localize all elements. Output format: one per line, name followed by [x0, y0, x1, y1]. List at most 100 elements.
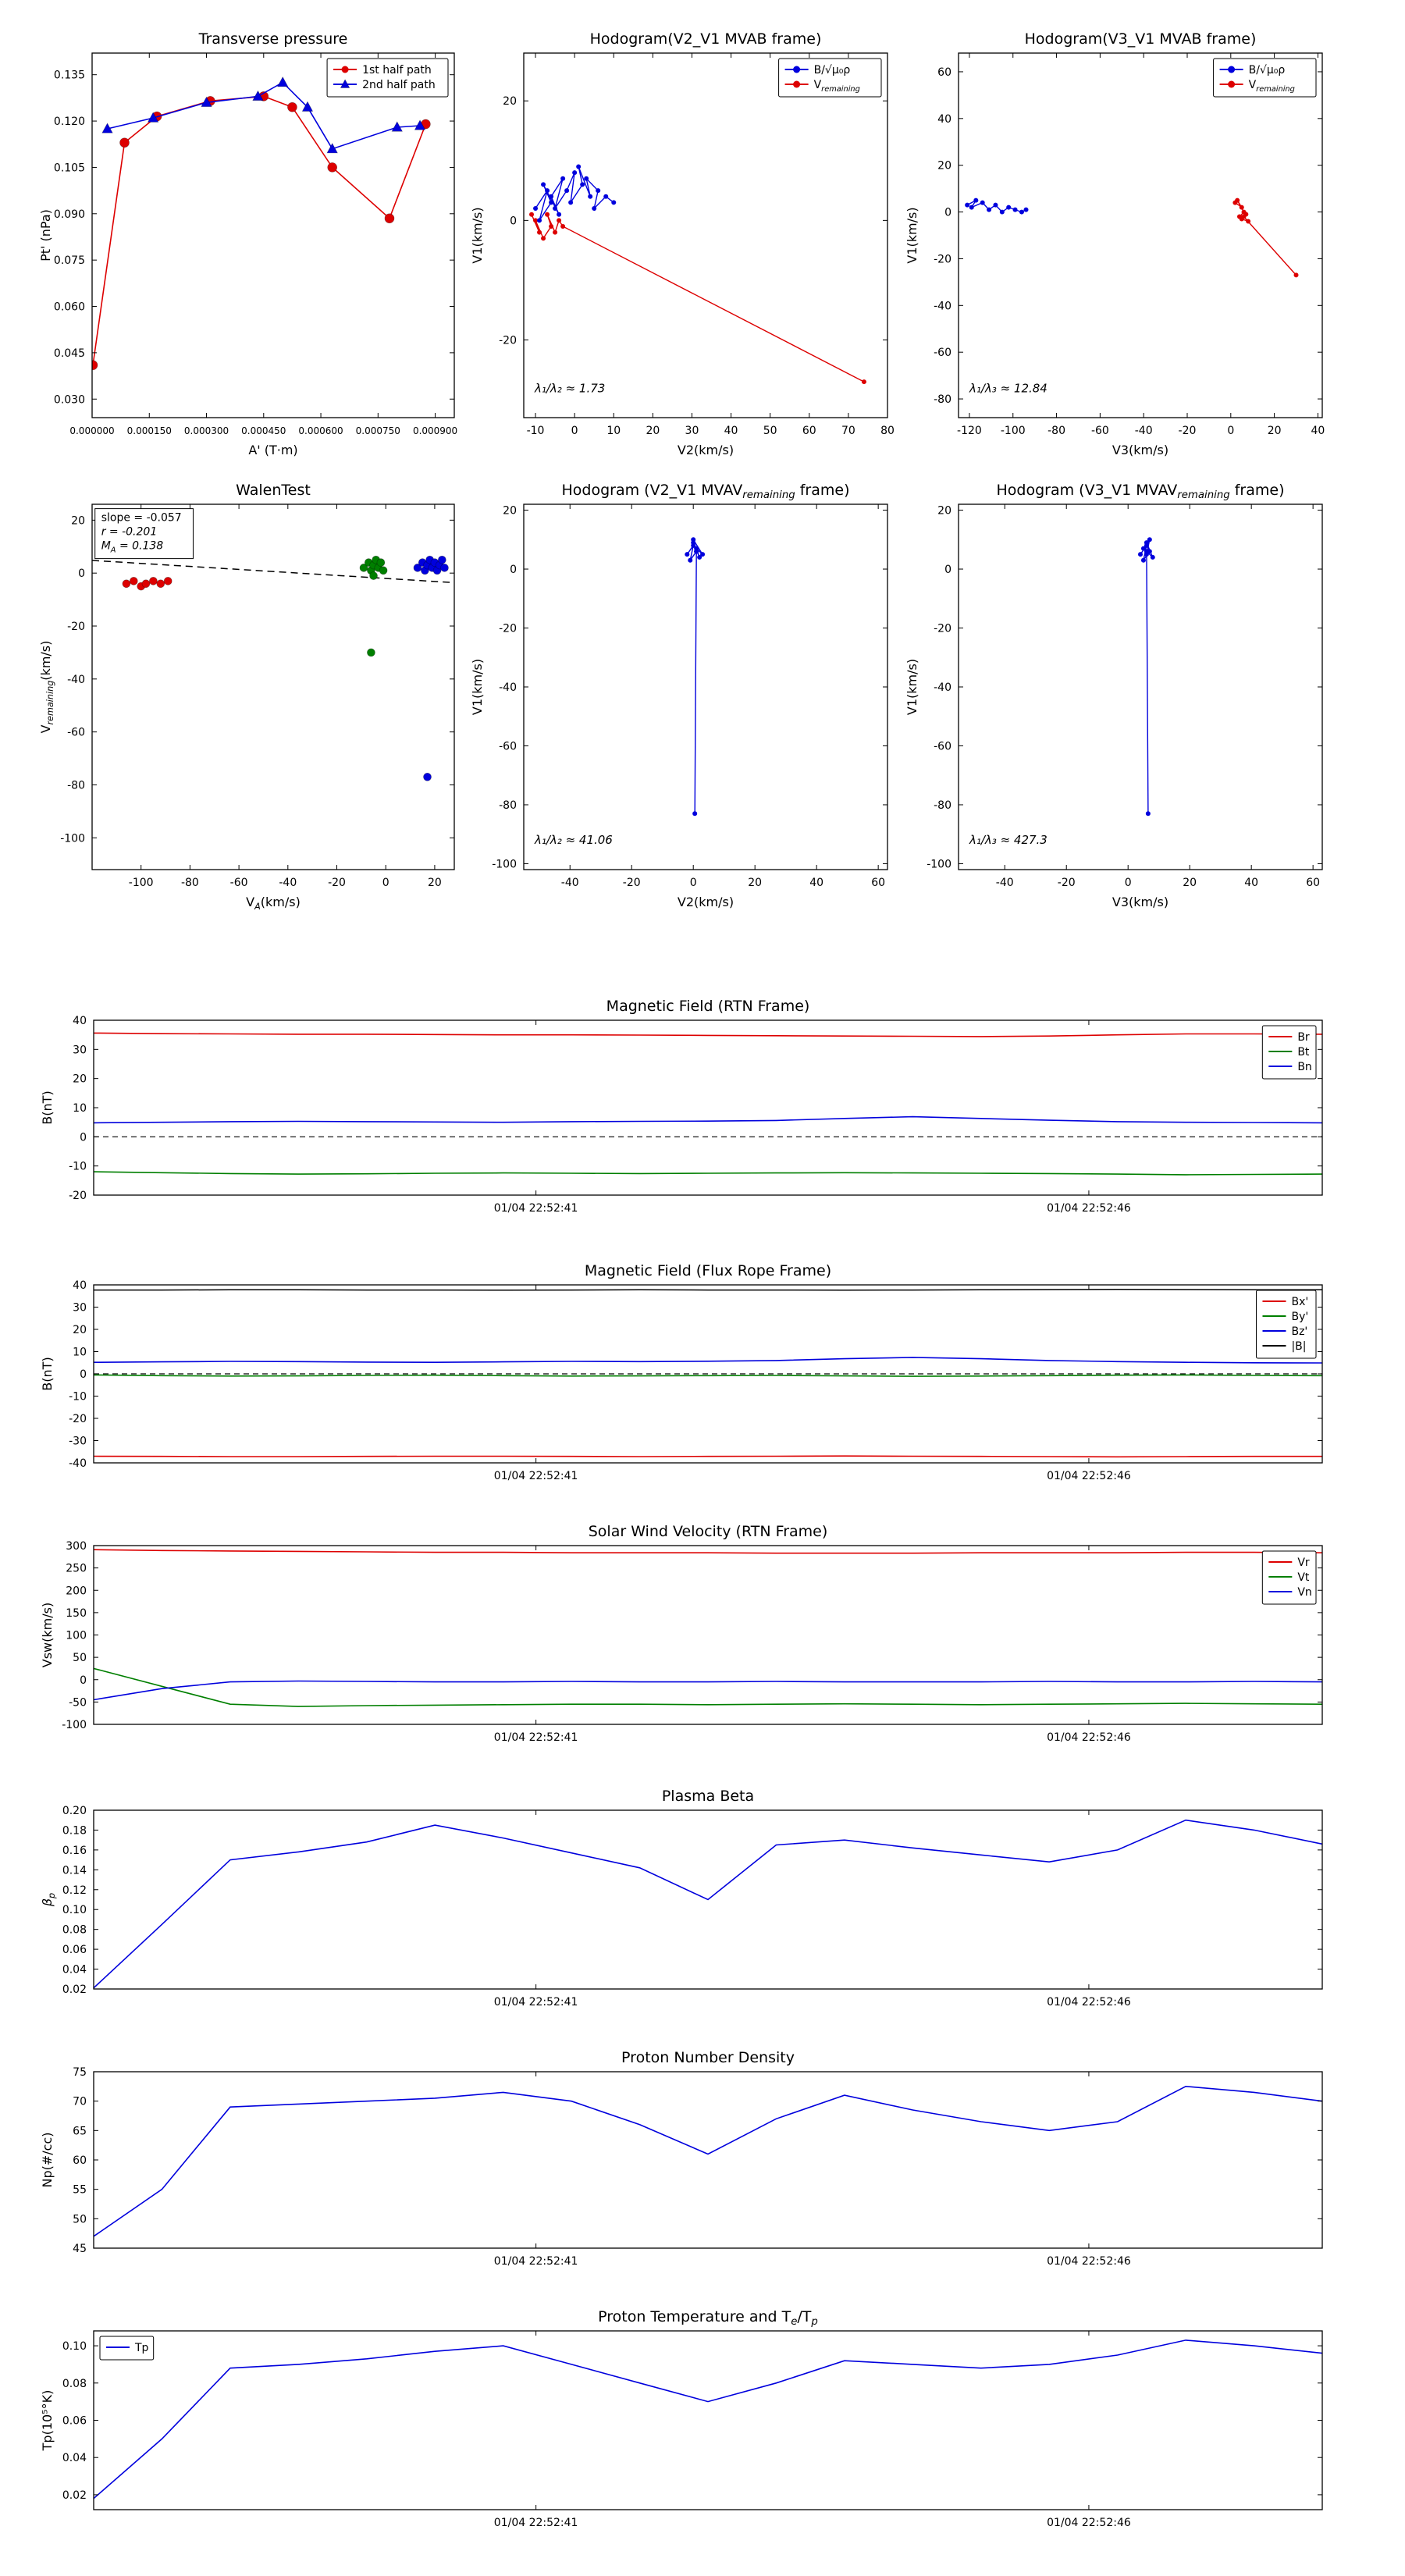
- y-tick-label: -40: [69, 1457, 87, 1470]
- y-tick-label: -40: [67, 674, 85, 686]
- series-group: [965, 197, 1299, 278]
- y-tick-label: 30: [73, 1044, 87, 1056]
- legend-label: Br: [1297, 1031, 1310, 1044]
- chart-plasma-beta: 01/04 22:52:41 01/04 22:52:46 0.02 0.04 0.06…: [40, 1788, 1323, 2008]
- x-tick-label: 40: [724, 425, 738, 437]
- legend-label: Bt: [1297, 1046, 1310, 1059]
- y-tick-label: 40: [73, 1279, 87, 1292]
- y-tick-label: -100: [62, 1719, 87, 1731]
- y-tick-label: 150: [66, 1607, 87, 1620]
- legend-label: Tp: [134, 2342, 149, 2354]
- x-tick-label: -20: [328, 877, 346, 889]
- y-axis-label: B(nT): [40, 1091, 55, 1124]
- chart-transverse-pressure: 0.000000 0.000150 0.000300 0.000450 0.000600…: [38, 30, 457, 457]
- series-B_normalized: [535, 166, 614, 221]
- legend-label: B/√μ₀ρ: [1249, 64, 1286, 76]
- x-tick-label: -100: [1001, 425, 1026, 437]
- annotation-text: λ₁/λ₃ ≈ 427.3: [969, 833, 1048, 847]
- y-tick-label: 20: [71, 514, 85, 527]
- y-tick-label: 20: [503, 95, 517, 108]
- y-tick-label: 0.08: [62, 2378, 87, 2390]
- x-tick-label: 01/04 22:52:46: [1047, 1202, 1131, 1215]
- x-tick-label: -80: [181, 877, 199, 889]
- axes-frame: [523, 52, 888, 418]
- x-tick-label: 0: [690, 877, 697, 889]
- ticks: -10 0 10 20 30 40 50 60 70 80 -20 0 20: [499, 53, 895, 437]
- chart-title: Hodogram(V2_V1 MVAB frame): [590, 30, 822, 48]
- legend: B/√μ₀ρ Vremaining: [1213, 58, 1317, 98]
- y-tick-label: 0.16: [62, 1845, 87, 1857]
- y-tick-label: -30: [69, 1436, 87, 1448]
- ticks: 01/04 22:52:41 01/04 22:52:46 -100 -50 0 50 10…: [62, 1540, 1322, 1744]
- y-tick-label: 60: [73, 2154, 87, 2167]
- series-group: [94, 1549, 1322, 1707]
- y-tick-label: 65: [73, 2125, 87, 2137]
- y-tick-label: 20: [73, 1324, 87, 1336]
- x-axis-label: A' (T·m): [248, 443, 297, 457]
- y-tick-label: -20: [499, 623, 517, 635]
- y-tick-label: 0: [510, 564, 517, 576]
- series-Vt: [94, 1667, 1322, 1707]
- y-tick-label: 0.04: [62, 1964, 87, 1976]
- x-tick-label: 0.000150: [127, 425, 172, 436]
- y-tick-label: 20: [937, 160, 951, 173]
- y-axis-label: Pt' (nPa): [38, 209, 53, 262]
- series-Br: [94, 1032, 1322, 1037]
- series-Bz': [94, 1357, 1322, 1364]
- y-axis-label: V1(km/s): [470, 659, 485, 715]
- x-tick-label: -20: [623, 877, 641, 889]
- x-tick-label: 0.000000: [69, 425, 114, 436]
- x-tick-label: 10: [606, 425, 621, 437]
- y-tick-label: 0.120: [54, 116, 85, 128]
- x-tick-label: 0: [382, 877, 389, 889]
- y-tick-label: -20: [69, 1413, 87, 1425]
- annotation-text: λ₁/λ₃ ≈ 12.84: [969, 381, 1048, 395]
- y-tick-label: 0: [80, 1368, 87, 1381]
- x-tick-label: 0: [1227, 425, 1234, 437]
- ticks: -120 -100 -80 -60 -40 -20 0 20 40 -80 -60 -40 -20 0 20…: [934, 53, 1325, 437]
- legend: Tp: [99, 2336, 155, 2361]
- y-tick-label: 0: [944, 207, 951, 219]
- y-tick-label: 0.045: [54, 347, 85, 360]
- legend-label: Vremaining: [814, 79, 860, 94]
- legend: Br Bt Bn: [1261, 1025, 1317, 1080]
- x-tick-label: 60: [1306, 877, 1320, 889]
- axes-frame: [93, 1019, 1323, 1196]
- y-axis-label: B(nT): [40, 1357, 55, 1390]
- chart-proton-density: 01/04 22:52:41 01/04 22:52:46 45 50 55 60 65 70…: [40, 2049, 1323, 2268]
- y-tick-label: -40: [934, 681, 951, 694]
- y-tick-label: 40: [937, 113, 951, 126]
- x-tick-label: 01/04 22:52:41: [494, 1202, 578, 1215]
- y-axis-label: Tp(10⁵°K): [40, 2390, 55, 2452]
- x-tick-label: 0: [1125, 877, 1132, 889]
- x-tick-label: -80: [1048, 425, 1065, 437]
- chart-hodogram-v3v1-mvab: -120 -100 -80 -60 -40 -20 0 20 40 -80 -60 -40 -20 0 20…: [905, 30, 1325, 457]
- y-tick-label: 300: [66, 1540, 87, 1553]
- x-tick-label: -40: [996, 877, 1014, 889]
- y-tick-label: 0.04: [62, 2452, 87, 2464]
- x-tick-label: 60: [871, 877, 885, 889]
- chart-title: Hodogram (V2_V1 MVAVremaining frame): [562, 482, 850, 501]
- chart-title: Transverse pressure: [198, 30, 348, 48]
- y-tick-label: -40: [934, 300, 951, 312]
- y-tick-label: 45: [73, 2243, 87, 2255]
- y-tick-label: 70: [73, 2096, 87, 2108]
- y-tick-label: 50: [73, 1652, 87, 1664]
- y-tick-label: -100: [927, 858, 951, 870]
- y-tick-label: 0.02: [62, 2489, 87, 2502]
- x-tick-label: 70: [841, 425, 855, 437]
- ticks: -40 -20 0 20 40 60 -100 -80 -60 -40 -20 0 20: [927, 504, 1322, 889]
- y-tick-label: 0.08: [62, 1924, 87, 1937]
- x-tick-label: 01/04 22:52:41: [494, 2255, 578, 2268]
- series-Bn: [94, 1115, 1322, 1124]
- y-tick-label: 0.030: [54, 393, 85, 406]
- y-tick-label: -10: [69, 1391, 87, 1404]
- legend: 1st half path 2nd half path: [326, 58, 449, 98]
- x-tick-label: -40: [1135, 425, 1153, 437]
- y-tick-label: -50: [69, 1696, 87, 1709]
- y-tick-label: 0.090: [54, 208, 85, 221]
- ticks: 01/04 22:52:41 01/04 22:52:46 0.02 0.04 0.06…: [62, 1805, 1322, 2008]
- x-tick-label: 0.000450: [241, 425, 286, 436]
- y-tick-label: 0.14: [62, 1864, 87, 1877]
